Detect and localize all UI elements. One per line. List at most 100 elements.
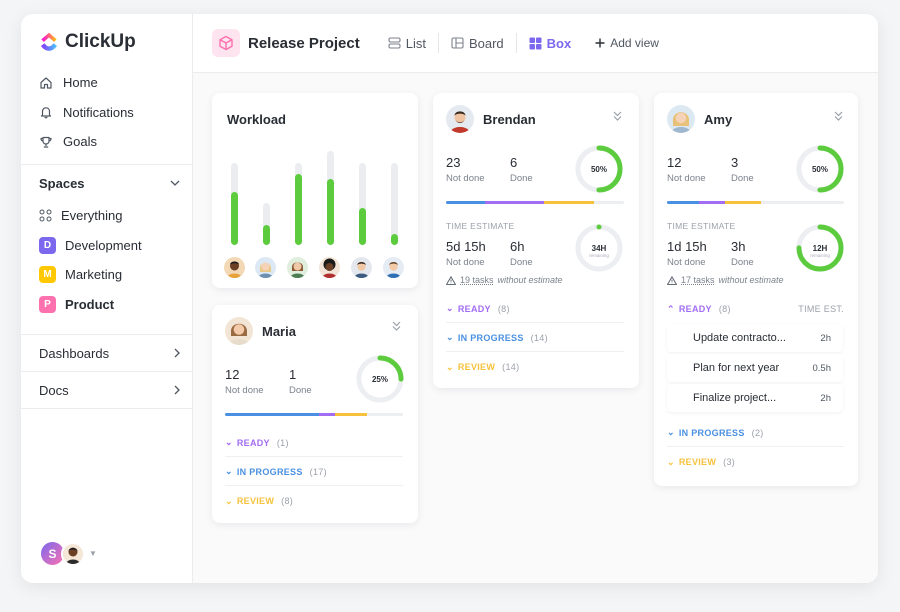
workload-bar-track bbox=[391, 163, 398, 245]
ring-graphic bbox=[575, 224, 623, 272]
status-ready-expanded[interactable]: ⌃ READY (8) TIME EST. bbox=[667, 295, 844, 323]
tab-list[interactable]: List bbox=[376, 33, 438, 53]
status-in-progress[interactable]: ⌄ IN PROGRESS (17) bbox=[225, 458, 403, 486]
spaces-header[interactable]: Spaces bbox=[21, 165, 192, 201]
workload-card: Workload bbox=[212, 93, 418, 288]
person-card-amy[interactable]: Amy 12 Not done 3 Done 50% TIME ESTIMATE… bbox=[654, 93, 858, 486]
status-review[interactable]: ⌄ REVIEW (3) bbox=[667, 448, 844, 476]
expand-icon: ⌄ bbox=[225, 466, 233, 476]
status-count: (2) bbox=[751, 427, 764, 438]
person-name: Amy bbox=[704, 111, 733, 127]
done-count: 3 bbox=[731, 155, 739, 170]
chevron-down-icon[interactable] bbox=[170, 180, 180, 186]
time-remaining-ring: 12H remaining bbox=[795, 223, 845, 273]
space-label: Everything bbox=[61, 208, 123, 224]
warning-text: without estimate bbox=[718, 275, 784, 285]
workload-bar-track bbox=[295, 163, 302, 245]
done-label: Done bbox=[731, 173, 754, 184]
not-done-label: Not done bbox=[667, 173, 706, 184]
status-ready[interactable]: ⌄ READY (8) bbox=[446, 295, 624, 323]
workload-bar-fill bbox=[231, 192, 238, 245]
te-done-stat: 6h Done bbox=[510, 239, 533, 268]
no-estimate-warning[interactable]: 17 tasks without estimate bbox=[667, 275, 784, 285]
sidebar-item-docs[interactable]: Docs bbox=[21, 372, 192, 408]
status-count: (8) bbox=[281, 496, 294, 506]
app-window: ClickUp Home Notifications Goals Spaces bbox=[21, 14, 878, 583]
workload-bar-fill bbox=[327, 179, 334, 245]
spaces-label: Spaces bbox=[39, 175, 85, 191]
warning-icon bbox=[446, 275, 456, 285]
collapse-icon[interactable] bbox=[834, 111, 843, 121]
tab-label: Board bbox=[468, 35, 504, 51]
sidebar-item-goals[interactable]: Goals bbox=[21, 127, 192, 157]
space-item-everything[interactable]: Everything bbox=[21, 201, 192, 231]
done-label: Done bbox=[289, 385, 312, 396]
tab-box[interactable]: Box bbox=[515, 33, 584, 53]
done-count: 6 bbox=[510, 155, 518, 170]
list-icon bbox=[388, 37, 401, 49]
person-card-brendan[interactable]: Brendan 23 Not done 6 Done 50% TIME ESTI… bbox=[433, 93, 639, 388]
task-estimate[interactable]: 2h bbox=[820, 392, 831, 404]
status-ready-left: ⌃ READY (8) bbox=[667, 304, 731, 315]
status-review[interactable]: ⌄ REVIEW (14) bbox=[446, 353, 624, 381]
task-estimate[interactable]: 2h bbox=[820, 332, 831, 344]
te-not-done-stat: 5d 15h Not done bbox=[446, 239, 486, 268]
ring-hours: 34H bbox=[591, 243, 607, 253]
collapse-icon[interactable] bbox=[392, 321, 401, 331]
member-avatar[interactable] bbox=[287, 257, 308, 278]
not-done-count: 23 bbox=[446, 155, 461, 170]
te-done-label: Done bbox=[510, 257, 533, 268]
space-item-development[interactable]: D Development bbox=[21, 231, 192, 261]
status-label: REVIEW bbox=[457, 362, 496, 372]
sidebar-item-home[interactable]: Home bbox=[21, 68, 192, 98]
ring-graphic bbox=[575, 145, 623, 193]
warning-count[interactable]: 17 tasks bbox=[681, 275, 715, 285]
te-done-value: 3h bbox=[731, 239, 746, 254]
done-stat: 6 Done bbox=[510, 155, 533, 184]
ring-graphic bbox=[356, 355, 404, 403]
trophy-icon bbox=[40, 136, 52, 148]
space-item-product[interactable]: P Product bbox=[21, 290, 192, 320]
warning-count[interactable]: 19 tasks bbox=[460, 275, 494, 285]
sidebar-item-label: Home bbox=[63, 75, 98, 91]
no-estimate-warning[interactable]: 19 tasks without estimate bbox=[446, 275, 563, 285]
space-label: Product bbox=[65, 296, 115, 312]
done-stat: 3 Done bbox=[731, 155, 754, 184]
sidebar-item-notifications[interactable]: Notifications bbox=[21, 98, 192, 128]
person-name: Brendan bbox=[483, 111, 536, 127]
space-item-marketing[interactable]: M Marketing bbox=[21, 260, 192, 290]
home-icon bbox=[40, 77, 52, 89]
divider bbox=[21, 334, 192, 335]
status-count: (17) bbox=[309, 466, 327, 477]
box-grid-icon bbox=[529, 37, 542, 49]
member-avatar[interactable] bbox=[255, 257, 276, 278]
status-ready[interactable]: ⌄ READY (1) bbox=[225, 429, 403, 457]
user-menu[interactable]: S ▼ bbox=[39, 540, 97, 567]
member-avatar[interactable] bbox=[319, 257, 340, 278]
task-row[interactable]: Update contracto... 2h bbox=[667, 324, 843, 352]
collapse-icon[interactable] bbox=[613, 111, 622, 121]
task-row[interactable]: Finalize project... 2h bbox=[667, 384, 843, 412]
member-avatar[interactable] bbox=[224, 257, 245, 278]
sidebar-item-dashboards[interactable]: Dashboards bbox=[21, 335, 192, 371]
status-in-progress[interactable]: ⌄ IN PROGRESS (14) bbox=[446, 324, 624, 352]
ring-fill bbox=[356, 355, 404, 403]
task-row[interactable]: Plan for next year 0.5h bbox=[667, 354, 843, 382]
status-in-progress[interactable]: ⌄ IN PROGRESS (2) bbox=[667, 419, 844, 447]
status-label: IN PROGRESS bbox=[236, 466, 303, 477]
card-header: Brendan bbox=[446, 105, 536, 133]
ring-percent: 50% bbox=[811, 164, 828, 174]
person-card-maria[interactable]: Maria 12 Not done 1 Done 25% ⌄ READY (1) ⌄… bbox=[212, 305, 418, 523]
tab-label: List bbox=[405, 35, 426, 51]
not-done-stat: 23 Not done bbox=[446, 155, 485, 184]
workload-bar-track bbox=[231, 163, 238, 245]
space-avatar-d: D bbox=[39, 236, 56, 254]
status-review[interactable]: ⌄ REVIEW (8) bbox=[225, 487, 403, 515]
member-avatar[interactable] bbox=[351, 257, 372, 278]
clickup-logo[interactable]: ClickUp bbox=[39, 31, 136, 53]
tab-board[interactable]: Board bbox=[437, 33, 516, 53]
warning-icon bbox=[667, 275, 677, 285]
add-view-button[interactable]: Add view bbox=[583, 33, 671, 53]
task-estimate[interactable]: 0.5h bbox=[812, 362, 832, 374]
member-avatar[interactable] bbox=[383, 257, 404, 278]
